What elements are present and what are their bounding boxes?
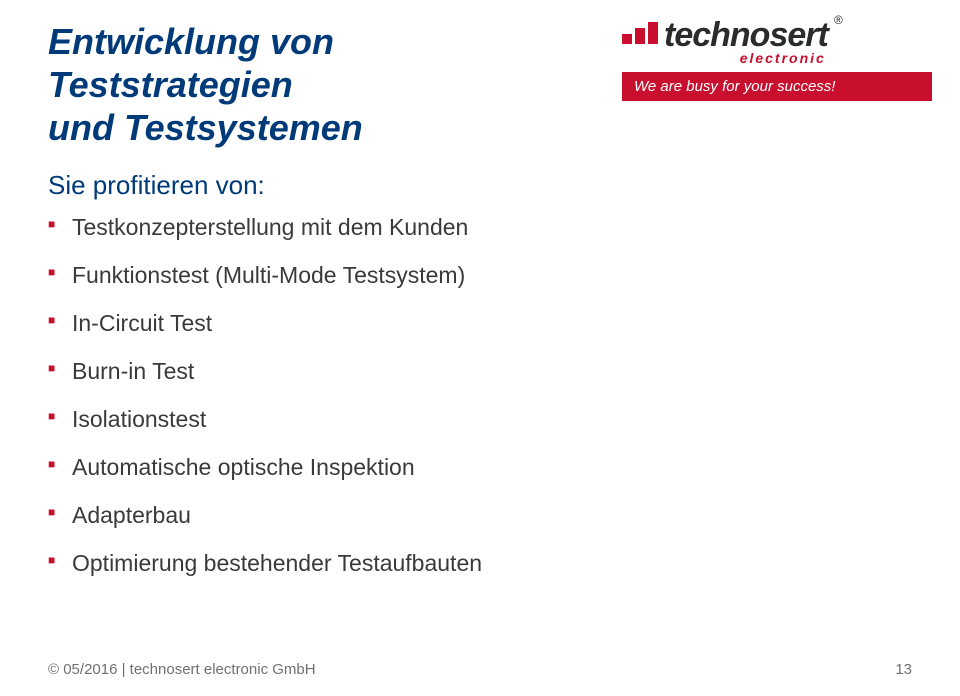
bullet-text: In-Circuit Test (72, 310, 212, 336)
logo-bars-icon (622, 18, 658, 44)
bullet-text: Optimierung bestehender Testaufbauten (72, 550, 482, 576)
slide: Entwicklung von Teststrategien und Tests… (0, 0, 960, 696)
bullet-text: Automatische optische Inspektion (72, 454, 415, 480)
section-subtitle: Sie profitieren von: (48, 170, 265, 201)
bullet-text: Isolationstest (72, 406, 206, 432)
registered-mark: ® (834, 14, 842, 26)
logo-name: technosert ® (664, 18, 828, 52)
footer-page-number: 13 (895, 661, 912, 678)
footer-copyright: © 05/2016 | technosert electronic GmbH (48, 661, 316, 678)
logo-name-text: technosert (664, 16, 828, 54)
list-item: Adapterbau (48, 502, 482, 529)
brand-logo: technosert ® electronic (622, 18, 932, 66)
bullet-text: Funktionstest (Multi-Mode Testsystem) (72, 262, 465, 288)
slide-title: Entwicklung von Teststrategien und Tests… (48, 20, 568, 150)
bullet-text: Adapterbau (72, 502, 191, 528)
list-item: Funktionstest (Multi-Mode Testsystem) (48, 262, 482, 289)
logo-text: technosert ® electronic (664, 18, 828, 66)
title-line-1: Entwicklung von Teststrategien (48, 20, 568, 106)
bullet-text: Testkonzepterstellung mit dem Kunden (72, 214, 468, 240)
list-item: In-Circuit Test (48, 310, 482, 337)
title-line-2: und Testsystemen (48, 106, 568, 149)
list-item: Automatische optische Inspektion (48, 454, 482, 481)
list-item: Optimierung bestehender Testaufbauten (48, 550, 482, 577)
list-item: Testkonzepterstellung mit dem Kunden (48, 214, 482, 241)
list-item: Isolationstest (48, 406, 482, 433)
tagline-strip: We are busy for your success! (622, 72, 932, 101)
brand-logo-block: technosert ® electronic We are busy for … (622, 18, 932, 101)
list-item: Burn-in Test (48, 358, 482, 385)
bullet-text: Burn-in Test (72, 358, 194, 384)
bullet-list: Testkonzepterstellung mit dem Kunden Fun… (48, 214, 482, 598)
